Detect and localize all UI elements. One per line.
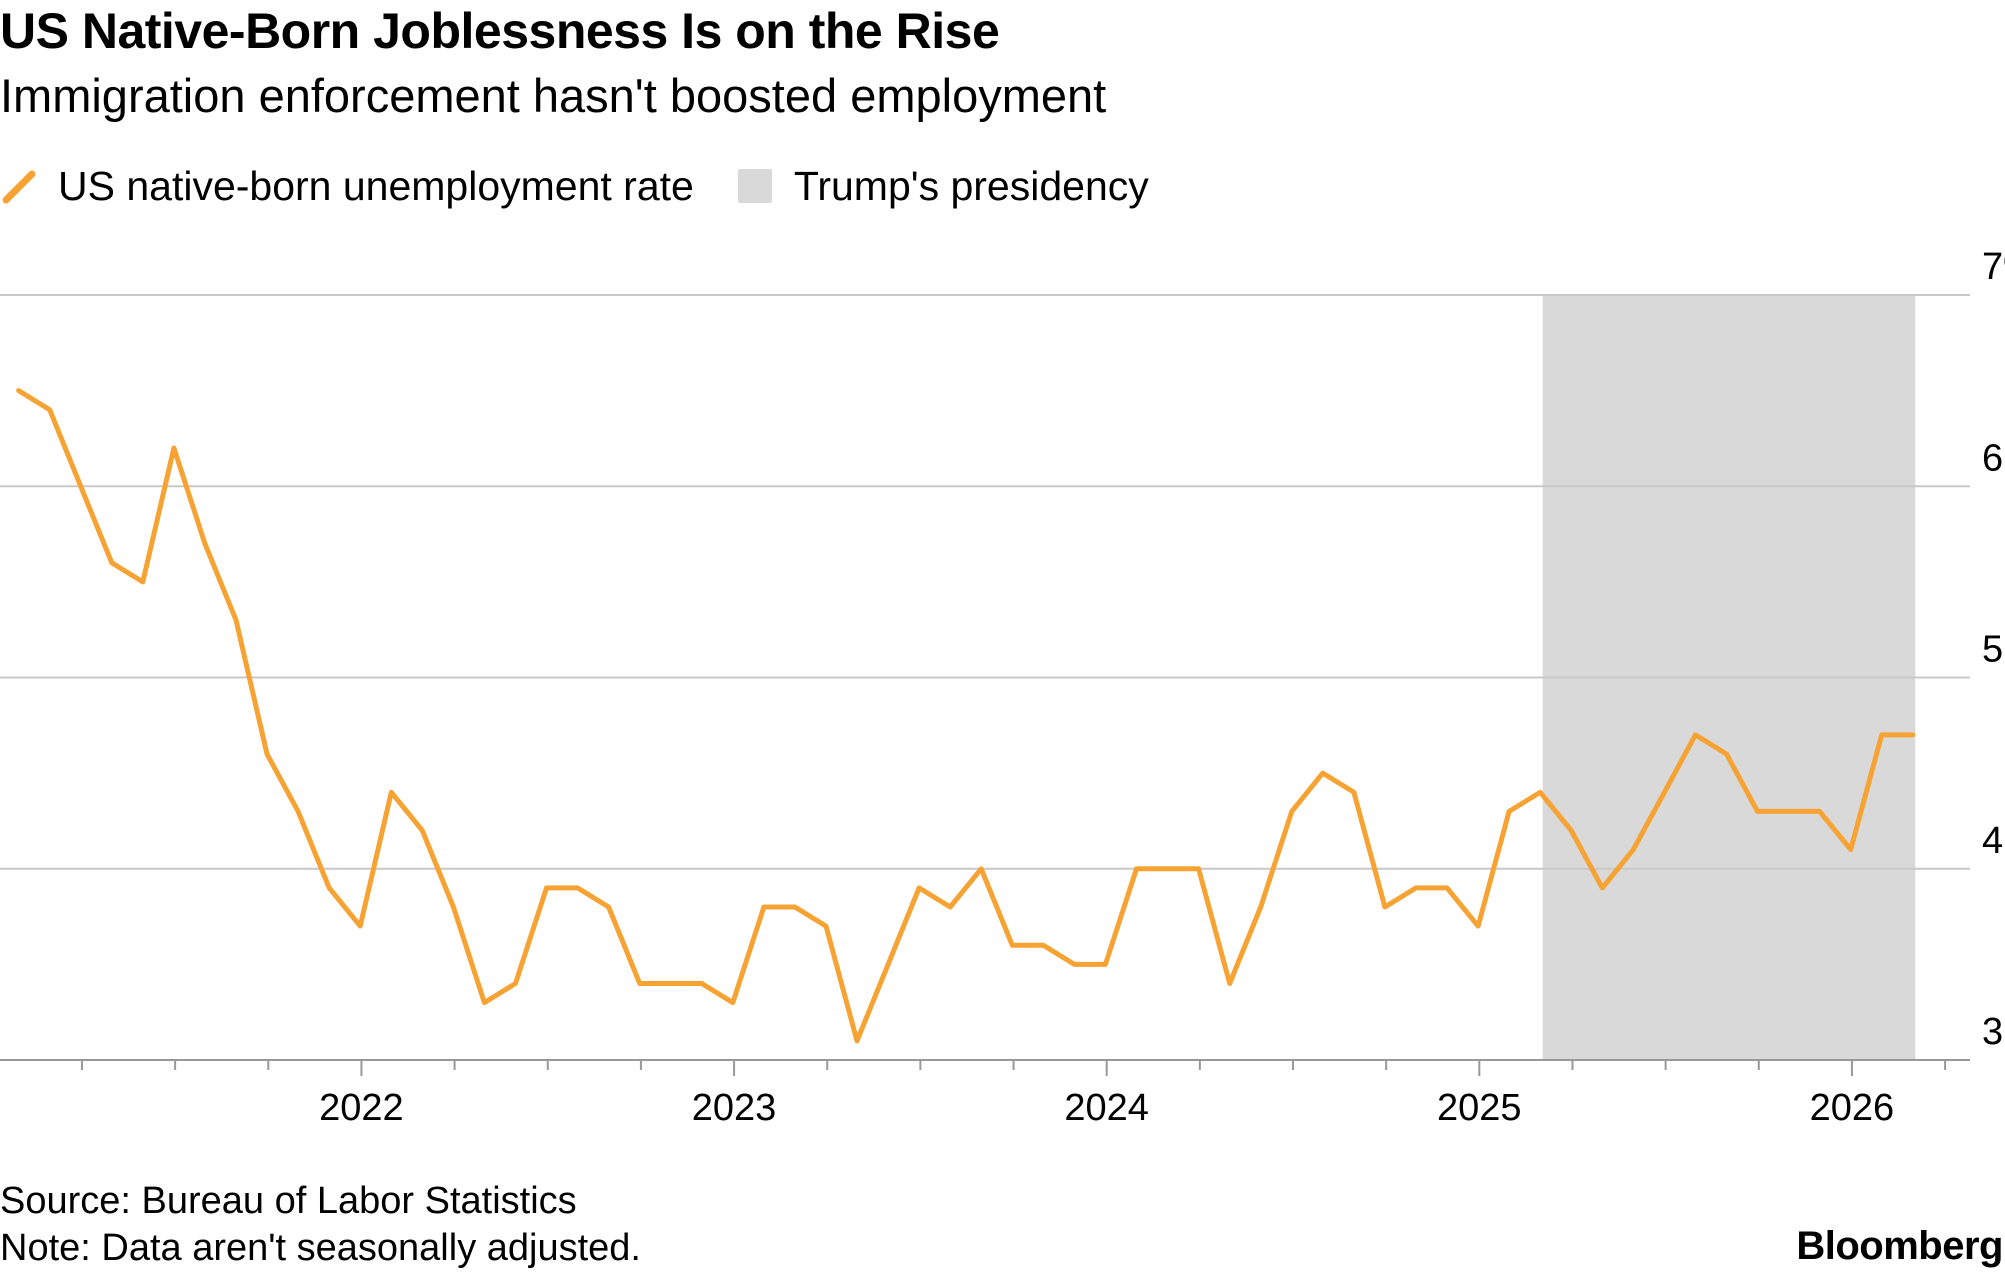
x-tick-label: 2023 bbox=[692, 1087, 777, 1129]
y-tick-label: 4 bbox=[1982, 820, 2003, 862]
chart-title: US Native-Born Joblessness Is on the Ris… bbox=[0, 3, 1000, 59]
legend-item-presidency: Trump's presidency bbox=[694, 163, 1149, 210]
line-chart: 3 4 5 6 7% 2022 2023 2024 2025 2026 bbox=[0, 246, 2005, 1129]
y-tick-label: 7% bbox=[1982, 246, 2005, 288]
legend-label-presidency: Trump's presidency bbox=[793, 162, 1149, 209]
line-swatch-icon bbox=[2, 170, 36, 204]
bloomberg-logo: Bloomberg bbox=[1796, 1224, 2003, 1268]
chart-subtitle: Immigration enforcement hasn't boosted e… bbox=[0, 69, 1107, 122]
y-tick-label: 5 bbox=[1982, 629, 2003, 671]
x-tick-label: 2025 bbox=[1437, 1087, 1522, 1129]
x-tick-label: 2026 bbox=[1810, 1087, 1895, 1129]
data-note: Note: Data aren't seasonally adjusted. bbox=[0, 1227, 641, 1269]
series-line-unemployment bbox=[16, 388, 1916, 1044]
source-note: Source: Bureau of Labor Statistics bbox=[0, 1180, 577, 1222]
x-tick-label: 2024 bbox=[1064, 1087, 1149, 1129]
y-tick-label: 6 bbox=[1982, 437, 2003, 479]
y-tick-label: 3 bbox=[1982, 1011, 2003, 1053]
legend: US native-born unemployment rate Trump's… bbox=[0, 158, 1149, 214]
legend-item-unemployment: US native-born unemployment rate bbox=[0, 163, 694, 210]
legend-label-unemployment: US native-born unemployment rate bbox=[58, 162, 694, 209]
x-tick-label: 2022 bbox=[319, 1087, 404, 1129]
shade-swatch-icon bbox=[737, 169, 772, 203]
